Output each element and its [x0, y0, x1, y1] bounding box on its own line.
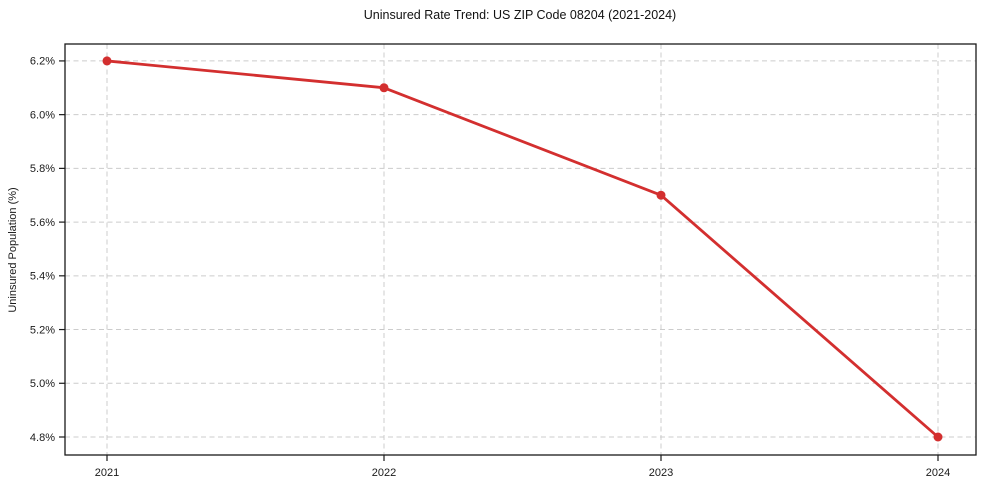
plot-area: 4.8% 5.0% 5.2% 5.4% 5.6% 5.8% 6.0% 6.2% 2021 2022…: [30, 43, 977, 479]
x-tick-label: 2021: [95, 467, 119, 479]
plot-border: [64, 43, 977, 456]
data-point-marker: [379, 83, 389, 93]
x-tick-label: 2024: [926, 467, 950, 479]
y-tick-label: 6.2%: [30, 56, 55, 68]
y-tick-label: 4.8%: [30, 432, 55, 444]
y-tick-label: 5.0%: [30, 378, 55, 390]
x-tick-label: 2023: [649, 467, 673, 479]
y-axis-label: Uninsured Population (%): [7, 187, 19, 312]
data-point-marker: [102, 56, 112, 66]
y-tick-label: 5.4%: [30, 271, 55, 283]
trend-line: [105, 59, 940, 439]
y-tick-label: 5.2%: [30, 324, 55, 336]
y-tick-label: 6.0%: [30, 109, 55, 121]
y-tick-label: 5.8%: [30, 163, 55, 175]
data-point-marker: [933, 432, 943, 442]
data-point-marker: [656, 190, 666, 200]
y-tick-label: 5.6%: [30, 217, 55, 229]
chart-title: Uninsured Rate Trend: US ZIP Code 08204 …: [364, 8, 676, 22]
x-tick-label: 2022: [372, 467, 396, 479]
